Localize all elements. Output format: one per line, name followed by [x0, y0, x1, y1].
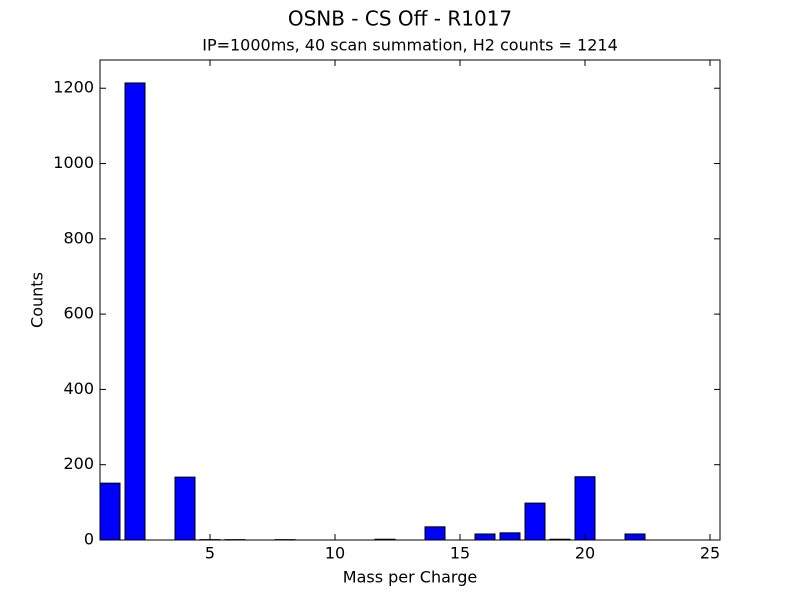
x-axis-label: Mass per Charge [343, 568, 477, 587]
bar [549, 538, 571, 541]
x-tick-label: 10 [325, 544, 345, 563]
y-tick-label: 0 [84, 530, 94, 549]
chart-subtitle: IP=1000ms, 40 scan summation, H2 counts … [202, 36, 618, 55]
bar [624, 533, 646, 541]
bar [99, 482, 121, 541]
bar [424, 526, 446, 541]
x-tick-label: 25 [700, 544, 720, 563]
x-tick-label: 15 [450, 544, 470, 563]
bar [524, 502, 546, 541]
y-tick-label: 800 [63, 228, 94, 247]
y-tick-label: 1000 [53, 153, 94, 172]
chart-title: OSNB - CS Off - R1017 [288, 7, 512, 31]
y-tick-label: 1200 [53, 78, 94, 97]
y-tick-label: 200 [63, 454, 94, 473]
bar [124, 82, 146, 541]
bar [499, 532, 521, 541]
bar [374, 538, 396, 541]
x-tick-label: 20 [575, 544, 595, 563]
bar [174, 476, 196, 541]
y-tick-label: 400 [63, 379, 94, 398]
bar [574, 476, 596, 541]
plot-frame [99, 59, 721, 541]
bar [474, 533, 496, 541]
y-tick-label: 600 [63, 304, 94, 323]
x-tick-label: 5 [205, 544, 215, 563]
y-axis-label: Counts [28, 272, 47, 328]
